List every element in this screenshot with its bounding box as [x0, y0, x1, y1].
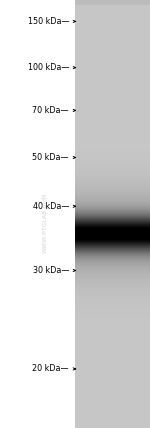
Text: 50 kDa—: 50 kDa—	[33, 153, 69, 162]
Bar	[0, 0, 75, 428]
Text: 70 kDa—: 70 kDa—	[33, 106, 69, 115]
Text: 150 kDa—: 150 kDa—	[27, 17, 69, 26]
Text: 100 kDa—: 100 kDa—	[28, 63, 69, 72]
Text: 40 kDa—: 40 kDa—	[33, 202, 69, 211]
Text: 30 kDa—: 30 kDa—	[33, 266, 69, 275]
Text: WWW.PTGLAB.COM: WWW.PTGLAB.COM	[42, 192, 48, 253]
Text: 20 kDa—: 20 kDa—	[33, 364, 69, 374]
